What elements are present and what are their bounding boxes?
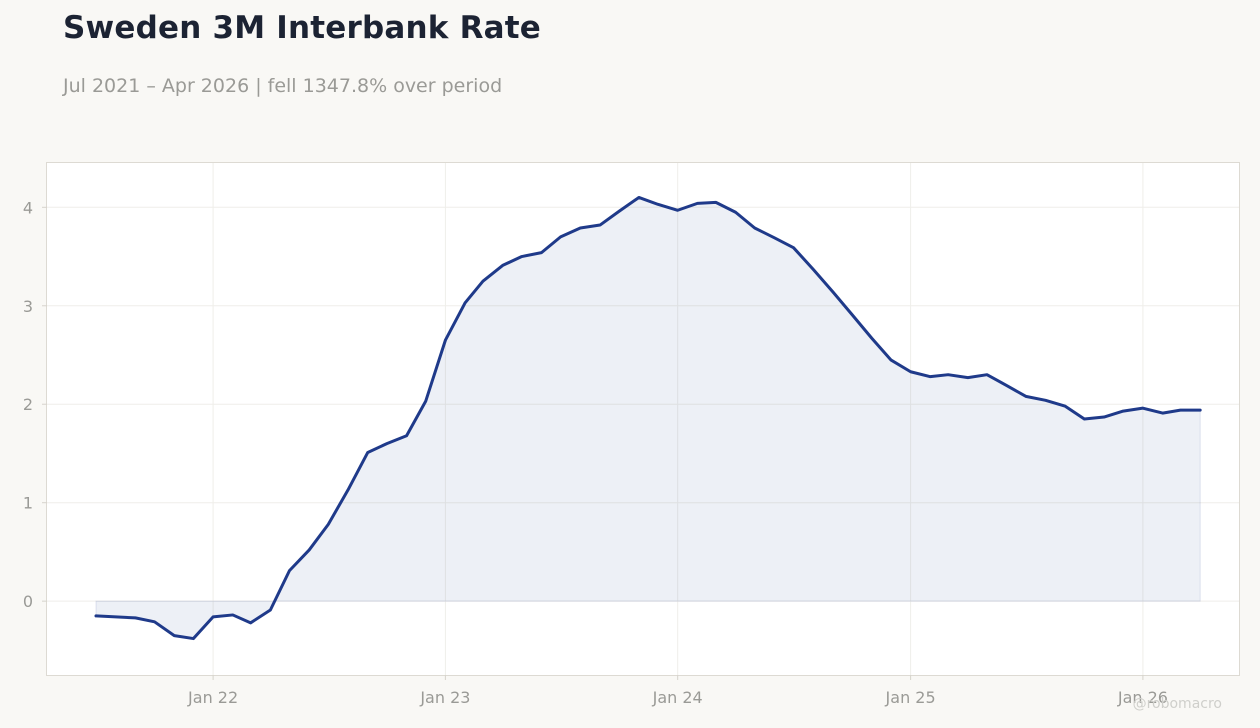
x-tick-label: Jan 25: [885, 688, 936, 707]
grid-lines: [47, 163, 1239, 675]
x-tick-label: Jan 26: [1117, 688, 1168, 707]
y-tick-label: 2: [23, 395, 33, 414]
chart-subtitle: Jul 2021 – Apr 2026 | fell 1347.8% over …: [63, 75, 503, 97]
y-tick-label: 4: [23, 198, 33, 217]
series-line: [94, 195, 1202, 641]
y-axis-ticks: 0 1 2 3 4: [23, 198, 47, 611]
series-line-group: [94, 195, 1202, 641]
x-tick-label: Jan 23: [419, 688, 470, 707]
x-tick-label: Jan 22: [187, 688, 238, 707]
plot-frame: [46, 162, 1240, 676]
x-axis-ticks: Jan 22 Jan 23 Jan 24 Jan 25 Jan 26: [187, 675, 1168, 707]
y-tick-label: 1: [23, 494, 33, 513]
y-tick-label: 3: [23, 297, 33, 316]
y-tick-label: 0: [23, 592, 33, 611]
chart-title: Sweden 3M Interbank Rate: [63, 10, 542, 46]
x-tick-label: Jan 24: [652, 688, 703, 707]
watermark: @robomacro: [1132, 696, 1222, 712]
